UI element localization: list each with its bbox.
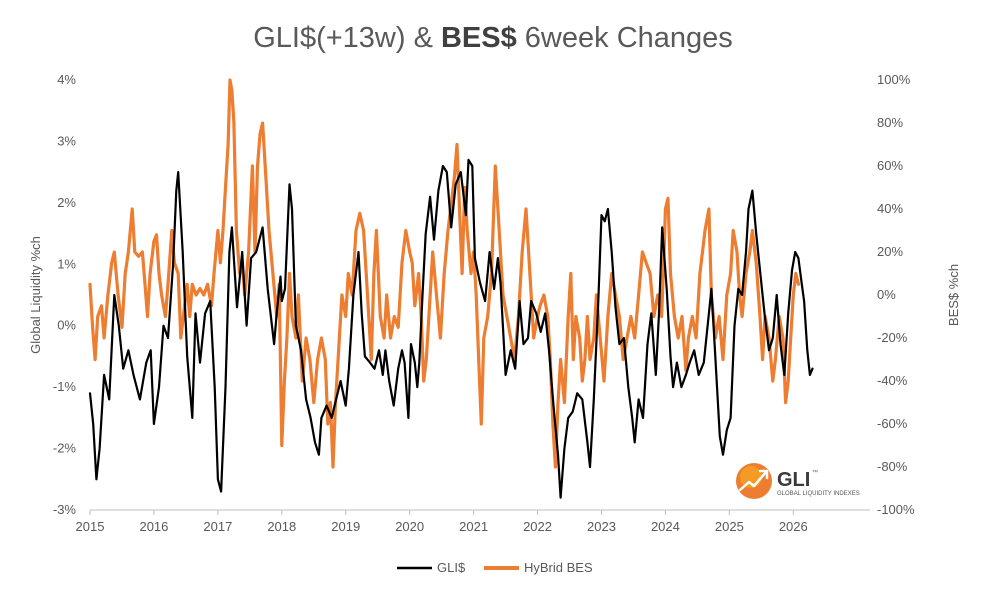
x-tick-label: 2016 bbox=[139, 519, 168, 534]
y-right-tick-label: -20% bbox=[877, 330, 908, 345]
logo-tm: ™ bbox=[812, 469, 818, 476]
x-tick-label: 2019 bbox=[331, 519, 360, 534]
y-left-tick-label: -3% bbox=[53, 502, 77, 517]
y-left-tick-label: 0% bbox=[57, 318, 76, 333]
logo-text: GLI bbox=[777, 469, 810, 491]
logo-arrowhead-icon bbox=[758, 469, 769, 480]
legend-label-gli: GLI$ bbox=[437, 560, 466, 575]
y-right-tick-label: -40% bbox=[877, 373, 908, 388]
logo-arrow-icon bbox=[738, 470, 768, 492]
y-left-tick-label: 3% bbox=[57, 133, 76, 148]
y-left-tick-label: -2% bbox=[53, 441, 77, 456]
right-axis-title: BES$ %ch bbox=[946, 264, 961, 326]
legend-label-bes: HyBrid BES bbox=[524, 560, 593, 575]
gli-logo: GLI ™ GLOBAL LIQUIDITY INDEXES bbox=[736, 463, 860, 499]
y-left-ticks: 4% 3% 2% 1% 0% -1% -2% -3% bbox=[53, 72, 77, 517]
y-right-tick-label: -100% bbox=[877, 502, 915, 517]
y-right-tick-label: 0% bbox=[877, 287, 896, 302]
series-lines bbox=[88, 78, 814, 499]
y-left-tick-label: 2% bbox=[57, 195, 76, 210]
y-left-tick-label: 1% bbox=[57, 256, 76, 271]
y-right-tick-label: 100% bbox=[877, 72, 911, 87]
x-tick-label: 2017 bbox=[203, 519, 232, 534]
x-tick-label: 2025 bbox=[715, 519, 744, 534]
y-right-tick-label: 60% bbox=[877, 158, 903, 173]
y-right-tick-label: 40% bbox=[877, 201, 903, 216]
logo-subtitle: GLOBAL LIQUIDITY INDEXES bbox=[777, 491, 860, 497]
y-right-tick-label: -80% bbox=[877, 459, 908, 474]
chart-title-part-2: BES$ bbox=[441, 22, 517, 54]
left-axis-title: Global Liquidity %ch bbox=[28, 236, 43, 354]
chart-title-part-1: GLI$(+13w) & bbox=[253, 22, 441, 54]
x-ticks: 2015 2016 2017 2018 2019 2020 2021 2022 2023 2024… bbox=[76, 510, 808, 534]
x-tick-label: 2022 bbox=[523, 519, 552, 534]
x-tick-label: 2024 bbox=[651, 519, 680, 534]
x-tick-label: 2026 bbox=[779, 519, 808, 534]
series-line-gli bbox=[88, 158, 814, 499]
y-right-tick-label: 20% bbox=[877, 244, 903, 259]
y-right-ticks: 100% 80% 60% 40% 20% 0% -20% -40% -60% -80% -100% bbox=[877, 72, 915, 517]
chart-title-part-3: 6week Changes bbox=[517, 22, 733, 54]
x-tick-label: 2018 bbox=[267, 519, 296, 534]
x-tick-label: 2021 bbox=[459, 519, 488, 534]
x-tick-label: 2015 bbox=[76, 519, 105, 534]
y-left-tick-label: 4% bbox=[57, 72, 76, 87]
x-tick-label: 2023 bbox=[587, 519, 616, 534]
y-right-tick-label: 80% bbox=[877, 115, 903, 130]
x-tick-label: 2020 bbox=[395, 519, 424, 534]
y-left-tick-label: -1% bbox=[53, 379, 77, 394]
chart-title: GLI$(+13w) & BES$ 6week Changes bbox=[253, 22, 733, 54]
legend: GLI$ HyBrid BES bbox=[397, 560, 593, 575]
y-right-tick-label: -60% bbox=[877, 416, 908, 431]
series-line-hybrid-bes bbox=[88, 78, 800, 469]
